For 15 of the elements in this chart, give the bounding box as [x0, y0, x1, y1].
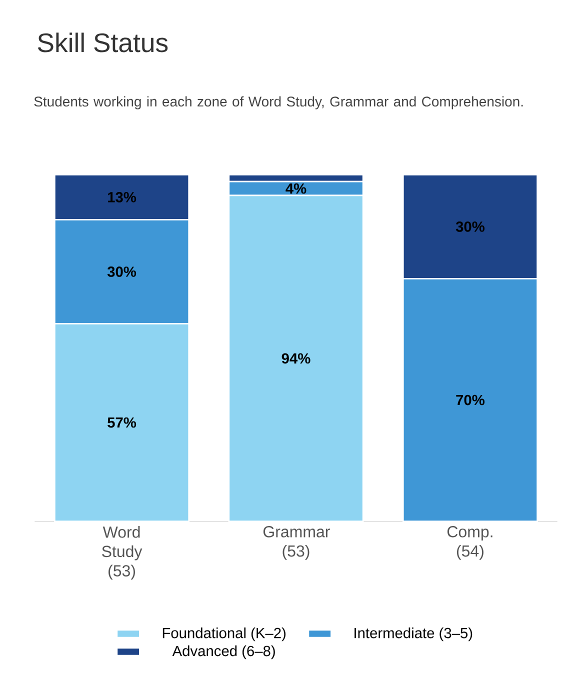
x-tick-label: Word Study (53)	[102, 526, 142, 580]
data-label: 94%	[282, 353, 310, 364]
data-label: 13%	[108, 192, 136, 202]
chart-title: Skill Status	[38, 32, 168, 52]
data-label: 57%	[108, 417, 136, 428]
legend-label: Foundational (K–2)	[162, 627, 286, 642]
data-label: 30%	[456, 221, 485, 232]
x-tick-label: Comp. (54)	[447, 526, 492, 560]
legend-label: Intermediate (3–5)	[354, 627, 472, 642]
chart-subtitle: Students working in each zone of Word Study, Grammar and Comprehension.	[34, 96, 523, 110]
data-label: 4%	[286, 183, 306, 194]
x-tick-label: Grammar (53)	[263, 526, 330, 560]
data-label: 30%	[107, 266, 136, 277]
legend-label: Advanced (6–8)	[172, 645, 275, 660]
data-label: 70%	[456, 394, 485, 406]
